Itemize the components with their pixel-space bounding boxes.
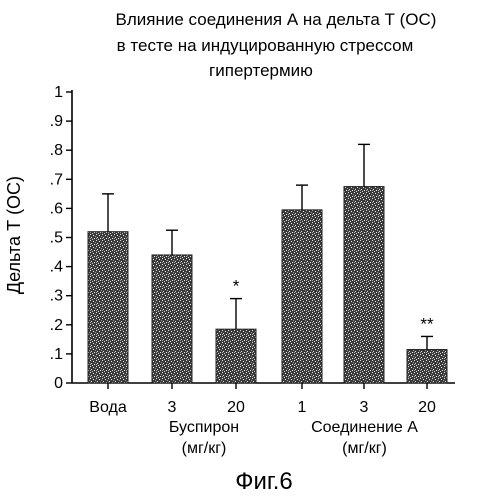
y-tick-label: .5 [50, 230, 63, 247]
group-unit-label: (мг/кг) [182, 440, 227, 457]
bar [152, 255, 192, 383]
significance-mark: * [233, 277, 240, 296]
category-label: 20 [227, 399, 245, 416]
y-tick-label: .2 [50, 317, 63, 334]
significance-mark: ** [420, 314, 434, 333]
y-tick-label: .8 [50, 142, 63, 159]
figure-caption: Фиг.6 [235, 468, 293, 495]
chart-title-line-1: Влияние соединения А на дельта Т (ОС) [116, 10, 437, 29]
category-label: 20 [418, 399, 436, 416]
category-label: Вода [89, 399, 127, 416]
category-label: 1 [298, 399, 307, 416]
category-label: 3 [168, 399, 177, 416]
y-tick-label: .1 [50, 346, 63, 363]
chart-title: Влияние соединения А на дельта Т (ОС) в … [116, 10, 437, 80]
chart-title-line-2: в тесте на индуцированную стрессом [117, 36, 414, 55]
y-tick-label: .4 [50, 259, 63, 276]
y-tick-label: .6 [50, 200, 63, 217]
bar [407, 350, 447, 383]
category-label: 3 [360, 399, 369, 416]
y-axis-label: Дельта Т (ОС) [4, 176, 24, 294]
y-tick-label: 1 [54, 84, 63, 101]
bar [344, 187, 384, 383]
y-tick-label: .9 [50, 113, 63, 130]
y-tick-label: .7 [50, 171, 63, 188]
group-label: Соединение А [311, 419, 418, 436]
group-label: Буспирон [169, 419, 239, 436]
bar [282, 210, 322, 383]
y-tick-label: .3 [50, 288, 63, 305]
bar [216, 329, 256, 383]
chart-title-line-3: гипертермию [209, 61, 313, 80]
plot-area: 0 .1 .2 .3 .4 .5 .6 .7 .8 .9 1 Вода 3 20 * 1 3 20 ** Буспир… [50, 84, 455, 457]
bar [88, 232, 128, 383]
group-unit-label: (мг/кг) [342, 440, 387, 457]
y-tick-label: 0 [54, 375, 63, 392]
